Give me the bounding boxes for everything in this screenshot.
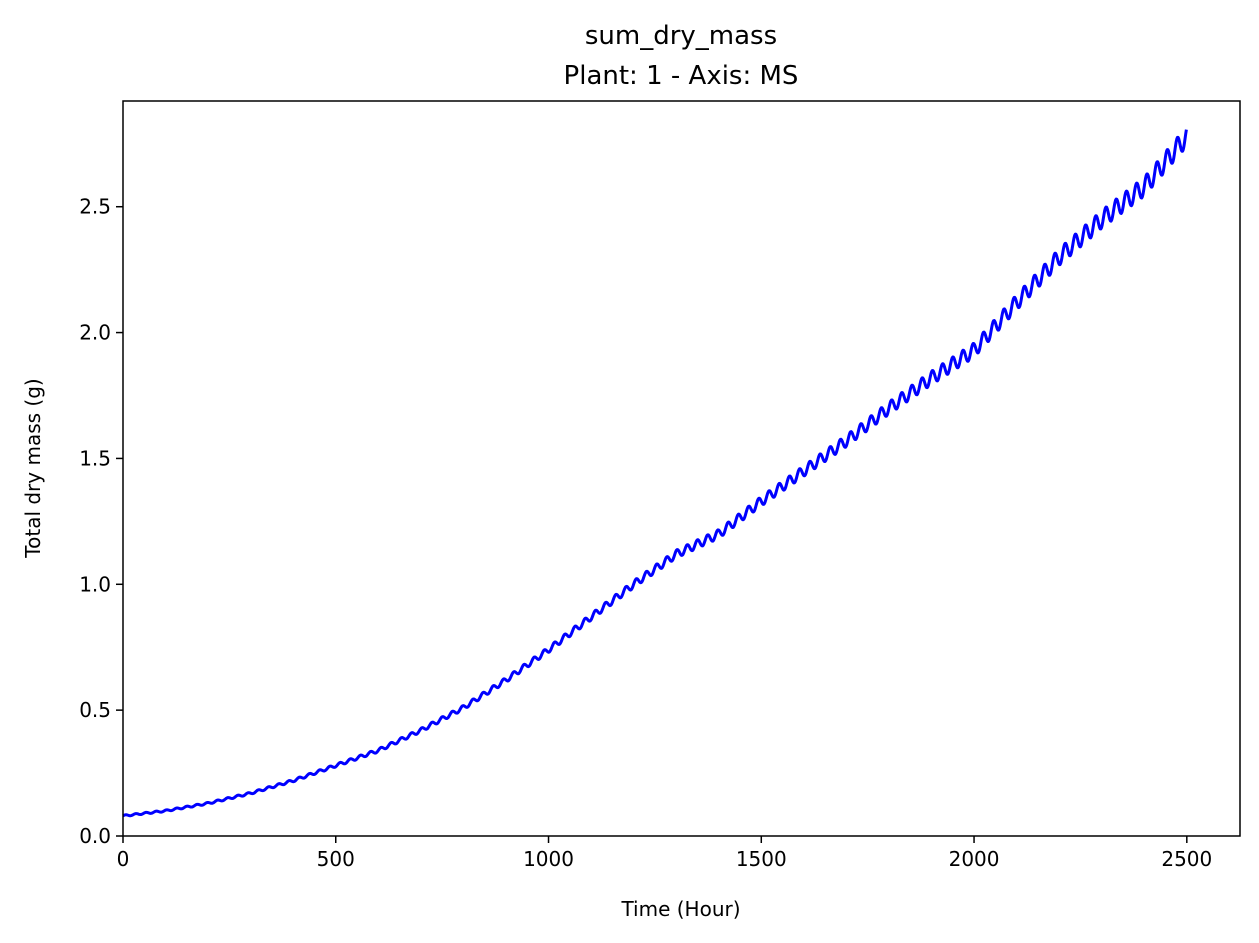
series-line [122,129,1188,818]
title-group: sum_dry_mass Plant: 1 - Axis: MS [564,21,799,91]
x-tick-label: 0 [117,847,130,871]
y-tick-label: 1.5 [79,446,111,470]
y-tick-label: 2.5 [79,195,111,219]
y-tick-label: 1.0 [79,572,111,596]
y-axis-ticks: 0.0 0.5 1.0 1.5 2.0 2.5 [79,195,123,848]
y-tick-label: 0.5 [79,698,111,722]
plot-frame [122,100,1241,837]
x-tick-label: 500 [317,847,355,871]
x-tick-label: 2000 [949,847,1000,871]
x-axis-label: Time (Hour) [620,897,740,921]
chart-subtitle: Plant: 1 - Axis: MS [564,61,799,91]
x-tick-label: 1500 [736,847,787,871]
y-axis-label: Total dry mass (g) [21,378,45,558]
y-tick-label: 2.0 [79,321,111,345]
chart-title: sum_dry_mass [585,21,777,51]
plot-area [122,129,1188,818]
x-tick-label: 2500 [1161,847,1212,871]
y-tick-label: 0.0 [79,824,111,848]
x-tick-label: 1000 [523,847,574,871]
x-axis-ticks: 0 500 1000 1500 2000 2500 [117,836,1212,871]
